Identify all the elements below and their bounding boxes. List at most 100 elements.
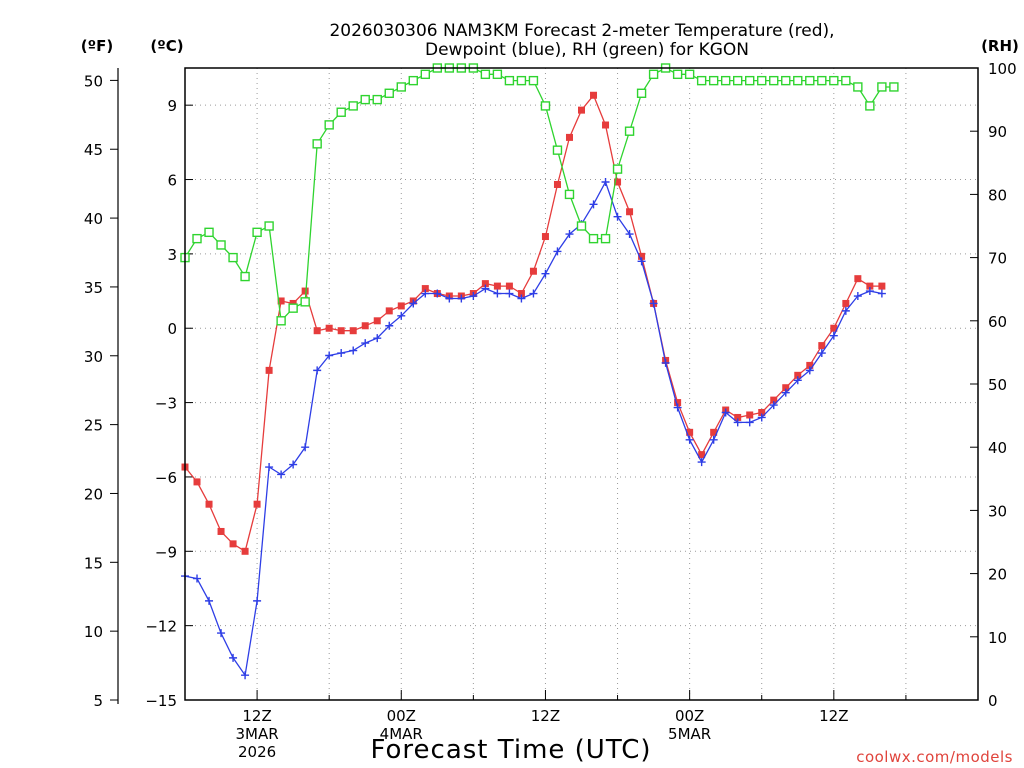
fahrenheit-tick-label: 10 [84, 623, 103, 641]
data-point [264, 221, 274, 231]
data-point [757, 413, 766, 422]
data-point [361, 322, 369, 330]
time-tick-label: 4MAR [380, 725, 423, 743]
data-point [578, 106, 585, 114]
data-point [746, 411, 754, 419]
data-point [217, 629, 226, 638]
data-point [698, 451, 706, 459]
data-point [758, 409, 766, 417]
data-point [817, 349, 826, 358]
data-point [301, 287, 309, 295]
data-point [565, 230, 574, 239]
data-point [648, 69, 659, 80]
data-point [793, 376, 802, 385]
data-point [564, 189, 575, 200]
celsius-tick-label: −6 [155, 469, 177, 487]
rh-tick-label: 70 [988, 250, 1007, 268]
data-point [818, 342, 826, 350]
data-point [686, 428, 694, 436]
data-point [781, 388, 790, 397]
rh-tick-label: 30 [988, 502, 1007, 520]
rh-tick-label: 0 [988, 692, 998, 710]
data-point [480, 69, 491, 80]
data-point [445, 294, 454, 303]
data-point [361, 339, 370, 348]
fahrenheit-tick-label: 20 [84, 485, 103, 503]
data-point [397, 311, 406, 320]
data-point [469, 292, 478, 301]
data-point [229, 653, 238, 662]
data-point [421, 289, 430, 298]
data-point [734, 413, 742, 421]
series [180, 63, 899, 680]
celsius-unit-label: (ºC) [150, 37, 183, 55]
credit-label: coolwx.com/models [856, 748, 1013, 766]
data-point [217, 527, 225, 535]
rh-tick-label: 40 [988, 439, 1007, 457]
rh-tick-label: 90 [988, 123, 1007, 141]
data-point [324, 120, 334, 130]
data-point [349, 327, 357, 335]
data-point [288, 303, 298, 313]
data-point [589, 200, 598, 209]
series-relative-humidity [180, 63, 899, 326]
data-point [384, 88, 394, 98]
data-point [590, 91, 598, 99]
data-point [289, 299, 297, 307]
celsius-tick-label: −15 [145, 692, 177, 710]
data-point [769, 75, 779, 86]
data-point [624, 126, 635, 136]
fahrenheit-tick-label: 35 [84, 279, 103, 297]
data-point [385, 307, 393, 315]
celsius-tick-label: 3 [167, 246, 177, 264]
data-point [505, 282, 513, 290]
data-point [866, 282, 874, 290]
data-point [397, 302, 405, 310]
time-tick-label: 12Z [819, 707, 848, 725]
data-point [265, 463, 274, 472]
data-point [529, 289, 538, 298]
data-point [204, 227, 214, 238]
data-point [769, 401, 778, 410]
data-point [674, 399, 682, 407]
celsius-tick-label: −9 [155, 543, 177, 561]
data-point [241, 547, 249, 555]
data-point [626, 208, 634, 216]
data-point [228, 252, 238, 263]
data-point [782, 384, 790, 392]
data-point [205, 596, 214, 605]
data-point [541, 269, 550, 278]
data-point [301, 443, 310, 452]
data-point [493, 289, 502, 298]
fahrenheit-tick-label: 30 [84, 348, 103, 366]
data-point [337, 327, 345, 335]
data-point [684, 69, 695, 80]
data-point [793, 75, 803, 86]
data-point [853, 82, 863, 92]
data-point [770, 396, 778, 404]
data-point [277, 297, 285, 305]
data-point [708, 75, 719, 86]
series-line [184, 180, 883, 677]
time-tick-label: 12Z [242, 707, 271, 725]
data-point [457, 294, 466, 303]
data-point [721, 408, 730, 417]
data-point [372, 94, 382, 105]
data-point [842, 299, 850, 307]
data-point [492, 69, 503, 80]
data-point [193, 574, 202, 583]
data-point [493, 282, 501, 290]
data-point [408, 75, 418, 86]
series-temperature [181, 91, 886, 555]
data-point [732, 75, 743, 86]
x-axis-label: Forecast Time (UTC) [370, 735, 651, 765]
data-point [853, 292, 862, 301]
fahrenheit-tick-label: 5 [93, 692, 103, 710]
rh-tick-label: 50 [988, 376, 1007, 394]
data-point [504, 75, 515, 86]
data-point [709, 435, 718, 444]
data-point [240, 271, 250, 282]
data-point [602, 121, 610, 129]
data-point [277, 470, 286, 479]
data-point [733, 418, 742, 427]
